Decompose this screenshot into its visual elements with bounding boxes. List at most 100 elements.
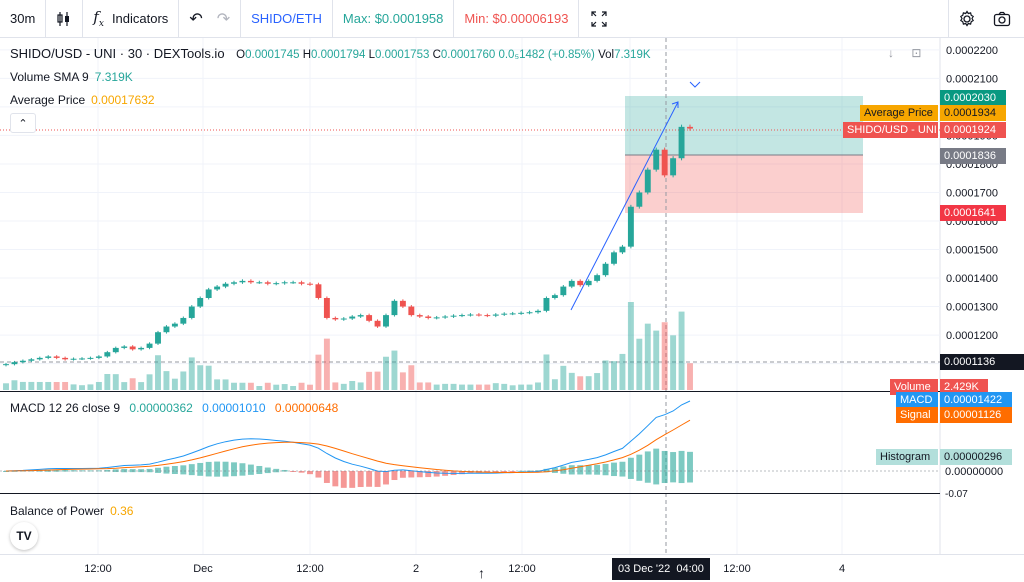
vol-key: Vol — [598, 49, 615, 61]
histogram-bar — [459, 471, 465, 475]
histogram-bar — [535, 470, 541, 472]
histogram-bar — [256, 465, 263, 475]
histogram-bar — [171, 466, 178, 474]
histogram-bar — [391, 471, 398, 481]
volume-bar — [501, 383, 508, 390]
arrow-down-icon[interactable]: ↓ — [888, 46, 894, 60]
snapshot-button[interactable] — [984, 0, 1020, 38]
volume-bar — [526, 384, 533, 390]
histogram-bar — [619, 461, 626, 477]
crosshair-price-tag: 0.0001136 — [940, 354, 1024, 370]
volume-bar — [543, 354, 550, 390]
histogram-bar — [687, 451, 693, 483]
candle-body — [28, 359, 35, 361]
volume-bar — [112, 374, 119, 390]
candle-body — [585, 280, 592, 286]
histogram-bar — [323, 471, 330, 483]
pane-separator[interactable] — [0, 391, 940, 392]
candle-body — [450, 315, 457, 317]
volume-bar — [653, 330, 660, 390]
histogram-axis-label: Histogram — [876, 449, 938, 465]
time-label: 4 — [838, 563, 846, 575]
volume-bar — [264, 382, 271, 390]
time-axis[interactable]: 12:00 Dec 12:00 2 12:00 12:00 4 03 Dec '… — [0, 554, 1024, 582]
candle-body — [45, 356, 52, 358]
volume-bar — [627, 302, 634, 390]
candle-body — [290, 282, 297, 284]
candle-body — [374, 320, 381, 327]
volume-bar — [560, 365, 567, 390]
candle-body — [467, 314, 474, 316]
time-label: 2 — [412, 563, 420, 575]
chart-type-button[interactable] — [46, 0, 84, 38]
candle-body — [70, 358, 77, 360]
volume-bar — [687, 363, 693, 390]
volume-bar — [366, 371, 373, 390]
time-label: 12:00 — [84, 563, 112, 575]
volume-bar — [205, 365, 212, 390]
candle-body — [264, 282, 271, 284]
candle-body — [129, 346, 136, 350]
histogram-bar — [340, 471, 347, 488]
candle-body — [231, 282, 237, 284]
candle-body — [560, 286, 567, 296]
time-label: 12:00 — [723, 563, 751, 575]
volume-bar — [188, 357, 195, 390]
histogram-bar — [231, 462, 237, 477]
bop-tick: -0.07 — [945, 489, 968, 500]
volume-bar — [551, 379, 558, 390]
histogram-bar — [678, 450, 685, 484]
redo-icon[interactable]: ↷ — [216, 10, 231, 28]
histogram-bar — [104, 469, 111, 472]
volume-bar — [577, 376, 584, 390]
collapse-legend-button[interactable]: ⌃ — [10, 113, 36, 133]
volume-bar — [197, 365, 204, 390]
candle-body — [349, 316, 356, 319]
volume-bar — [87, 384, 94, 390]
volume-bar — [307, 384, 313, 390]
gear-icon — [959, 10, 974, 27]
candle-body — [492, 314, 499, 316]
pane-separator[interactable] — [0, 493, 940, 494]
profit-zone — [625, 96, 863, 155]
histogram-bar — [416, 471, 423, 478]
fullscreen-button[interactable] — [579, 0, 619, 38]
macd-zero-tick: 0.00000000 — [945, 466, 1004, 478]
macd-value-1: 0.00000362 — [129, 401, 193, 415]
candle-body — [551, 295, 558, 298]
volume-bar — [281, 384, 288, 390]
candles — [3, 124, 693, 367]
undo-icon[interactable]: ↶ — [189, 10, 203, 28]
restore-icon[interactable]: ⊡ — [911, 46, 922, 60]
volume-tag: 2.429K — [940, 379, 988, 395]
undo-redo: ↶ ↷ — [179, 0, 242, 38]
histogram-bar — [247, 464, 254, 475]
pair-label: SHIDO/ETH — [251, 11, 322, 26]
histogram-bar — [357, 471, 364, 488]
settings-button[interactable] — [948, 0, 984, 38]
candle-body — [11, 362, 18, 365]
stop-price-tag: 0.0001641 — [940, 205, 1006, 221]
volume-bar — [425, 382, 432, 390]
indicators-button[interactable]: fx Indicators — [83, 0, 180, 38]
chevron-down-icon[interactable] — [689, 81, 701, 88]
candle-body — [661, 149, 668, 176]
interval-label: 30m — [10, 11, 36, 26]
interval-button[interactable]: 30m — [0, 0, 47, 38]
candle-body — [323, 297, 330, 318]
tradingview-logo[interactable]: TV — [10, 522, 38, 550]
volume-bar — [129, 378, 136, 390]
scroll-up-icon[interactable]: ↑ — [478, 565, 485, 581]
candle-body — [433, 317, 440, 319]
avg-price-legend: Average Price 0.00017632 — [10, 93, 155, 107]
histogram-bar — [298, 471, 305, 473]
fullscreen-icon — [591, 10, 608, 27]
pair-button[interactable]: SHIDO/ETH — [241, 0, 333, 38]
candle-body — [19, 360, 26, 363]
candle-body — [442, 316, 449, 318]
volume-bar — [180, 371, 187, 390]
volume-bar — [509, 385, 516, 390]
candle-body — [121, 346, 128, 348]
candle-body — [188, 306, 195, 318]
